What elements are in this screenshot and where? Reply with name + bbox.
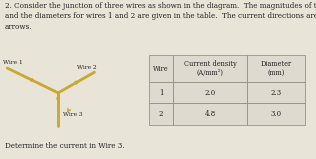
Bar <box>173 55 247 82</box>
Text: Wire 1: Wire 1 <box>3 60 23 65</box>
Bar <box>247 55 305 82</box>
Text: Current density
(A/mm²): Current density (A/mm²) <box>184 60 237 77</box>
Bar <box>149 55 173 82</box>
Text: 2. Consider the junction of three wires as shown in the diagram.  The magnitudes: 2. Consider the junction of three wires … <box>5 2 316 31</box>
Text: 1: 1 <box>159 89 163 97</box>
Bar <box>247 103 305 125</box>
Text: Wire 2: Wire 2 <box>77 65 97 70</box>
Text: Determine the current in Wire 3.: Determine the current in Wire 3. <box>5 142 124 150</box>
Bar <box>247 82 305 103</box>
Bar <box>173 82 247 103</box>
Text: 2.3: 2.3 <box>270 89 282 97</box>
Text: 3.0: 3.0 <box>270 110 282 118</box>
Text: 2.0: 2.0 <box>205 89 216 97</box>
Bar <box>149 103 173 125</box>
Bar <box>173 103 247 125</box>
Text: Wire: Wire <box>153 65 169 73</box>
Text: Diameter
(mm): Diameter (mm) <box>260 60 292 77</box>
Text: Wire 3: Wire 3 <box>63 112 82 117</box>
Text: 2: 2 <box>159 110 163 118</box>
Bar <box>149 82 173 103</box>
Text: 4.8: 4.8 <box>205 110 216 118</box>
